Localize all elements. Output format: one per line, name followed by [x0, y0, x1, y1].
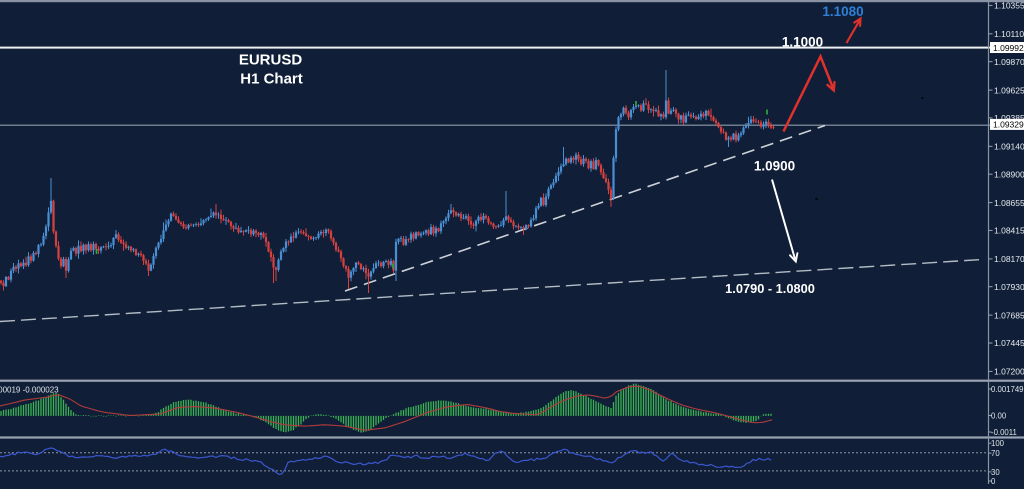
svg-text:1.07685: 1.07685: [994, 310, 1024, 320]
svg-text:EURUSD: EURUSD: [239, 51, 303, 68]
svg-text:1.1080: 1.1080: [822, 4, 863, 19]
svg-text:1.07200: 1.07200: [994, 367, 1024, 377]
svg-text:1.09992: 1.09992: [993, 43, 1024, 53]
svg-text:1.10355: 1.10355: [994, 1, 1024, 11]
svg-text:1.09625: 1.09625: [994, 85, 1024, 95]
svg-text:0.001749: 0.001749: [991, 385, 1024, 394]
svg-text:1.0790 - 1.0800: 1.0790 - 1.0800: [725, 281, 815, 296]
svg-text:1.09329: 1.09329: [993, 120, 1024, 130]
svg-text:1.09385: 1.09385: [994, 113, 1024, 123]
svg-text:70: 70: [991, 449, 1000, 458]
svg-text:1.08900: 1.08900: [994, 169, 1024, 179]
svg-text:1.09870: 1.09870: [994, 57, 1024, 67]
svg-text:H1 Chart: H1 Chart: [240, 71, 303, 88]
svg-text:1.07930: 1.07930: [994, 282, 1024, 292]
svg-text:1.0900: 1.0900: [754, 159, 795, 174]
svg-text:1.09140: 1.09140: [994, 142, 1024, 152]
svg-text:-0.0011: -0.0011: [991, 428, 1017, 437]
svg-text:1.1000: 1.1000: [782, 35, 823, 50]
svg-text:0: 0: [991, 477, 996, 484]
svg-text:1.08415: 1.08415: [994, 226, 1024, 236]
svg-text:30: 30: [991, 468, 1000, 477]
svg-text:1.10110: 1.10110: [994, 29, 1024, 39]
svg-text:100: 100: [991, 439, 1005, 448]
svg-text:1.08170: 1.08170: [994, 254, 1024, 264]
svg-text:1.08655: 1.08655: [994, 198, 1024, 208]
svg-text:1.07445: 1.07445: [994, 338, 1024, 348]
svg-text:0.00: 0.00: [991, 412, 1007, 421]
